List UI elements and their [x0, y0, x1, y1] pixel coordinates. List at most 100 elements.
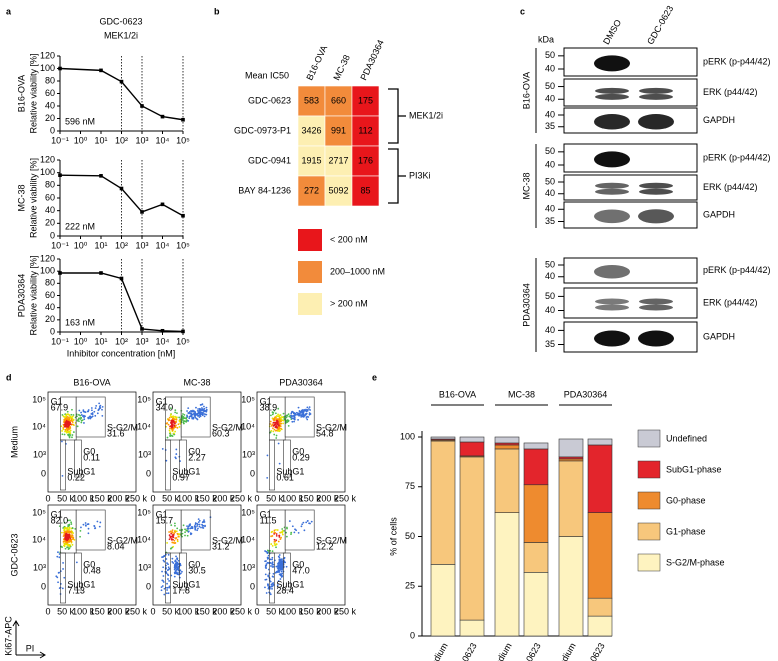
blot-label: pERK (p-p44/42)	[703, 152, 771, 162]
event-dot	[87, 527, 90, 530]
x-tick-label: 10⁻¹	[51, 240, 69, 250]
event-dot	[176, 527, 179, 530]
event-dot	[168, 531, 171, 533]
y-tick-label: 100	[40, 63, 55, 73]
event-dot	[265, 560, 267, 562]
event-dot	[169, 425, 171, 428]
event-dot	[281, 533, 284, 536]
event-dot	[166, 436, 169, 439]
event-dot	[187, 407, 190, 410]
event-dot	[203, 409, 206, 412]
event-dot	[80, 417, 83, 419]
event-dot	[87, 409, 90, 411]
marker-label: 40	[545, 204, 555, 214]
event-dot	[60, 545, 63, 548]
event-dot	[267, 583, 269, 586]
event-dot	[300, 414, 303, 417]
event-dot	[272, 421, 275, 424]
event-dot	[275, 419, 278, 422]
event-dot	[169, 434, 172, 437]
y-tick-label: 0	[250, 468, 255, 478]
event-dot	[70, 536, 72, 538]
event-dot	[66, 540, 69, 543]
event-dot	[173, 532, 176, 535]
y-tick-label: 10³	[242, 562, 255, 572]
event-dot	[162, 581, 165, 583]
y-tick-label: 50	[405, 531, 415, 541]
event-dot	[271, 413, 274, 416]
event-dot	[175, 530, 178, 533]
event-dot	[179, 569, 182, 572]
heatmap-cell	[351, 175, 380, 207]
event-dot	[280, 417, 282, 419]
event-dot	[194, 413, 196, 416]
x-tick-label: 10⁵	[176, 336, 190, 346]
event-dot	[171, 429, 174, 431]
x-tick-label: 250 k	[334, 606, 357, 616]
x-tick-label: 10²	[115, 336, 128, 346]
y-tick-label: 10⁴	[241, 534, 255, 544]
blot-frame	[563, 321, 698, 353]
event-dot	[169, 536, 172, 539]
event-dot	[277, 407, 280, 410]
marker-label: 50	[545, 259, 555, 269]
event-dot	[184, 417, 186, 420]
gate-name: S-G2/M	[212, 535, 243, 545]
column-label: B16-OVA	[304, 44, 329, 82]
event-dot	[304, 409, 307, 412]
event-dot	[68, 539, 71, 541]
event-dot	[294, 412, 296, 415]
event-dot	[205, 410, 208, 413]
event-dot	[194, 523, 197, 526]
event-dot	[176, 567, 179, 570]
event-dot	[67, 536, 70, 539]
y-tick-label: 10⁴	[137, 421, 151, 431]
event-dot	[172, 427, 175, 429]
y-tick-label: 25	[405, 581, 415, 591]
event-dot	[62, 428, 65, 431]
gate-value: 47.0	[292, 565, 310, 575]
bar-segment	[558, 460, 584, 537]
event-dot	[273, 538, 276, 541]
event-dot	[56, 576, 59, 579]
event-dot	[199, 415, 202, 418]
gate-value: 31.2	[212, 541, 230, 551]
heatmap-cell	[351, 145, 380, 177]
event-dot	[63, 527, 66, 530]
event-dot	[303, 408, 306, 411]
event-dot	[77, 418, 80, 421]
x-tick-label: 200 k	[107, 493, 130, 503]
event-dot	[285, 531, 287, 534]
event-dot	[66, 416, 69, 418]
event-dot	[266, 454, 269, 457]
x-tick-label: 150 k	[90, 493, 113, 503]
y-tick-label: 75	[405, 481, 415, 491]
blot-frame	[563, 174, 698, 201]
gate-name: SubG1	[67, 466, 95, 476]
event-dot	[310, 520, 313, 523]
event-dot	[271, 417, 274, 420]
y-tick-label: 0	[410, 630, 415, 640]
event-dot	[280, 564, 283, 567]
event-dot	[299, 411, 302, 413]
event-dot	[72, 536, 75, 539]
event-dot	[273, 417, 276, 420]
event-dot	[174, 426, 177, 428]
event-dot	[63, 576, 66, 579]
event-dot	[58, 571, 61, 574]
bar-segment	[523, 484, 549, 543]
event-dot	[201, 521, 204, 524]
event-dot	[83, 418, 86, 421]
cell-value: 176	[358, 155, 373, 165]
event-dot	[68, 427, 71, 430]
event-dot	[280, 576, 283, 578]
event-dot	[165, 422, 168, 425]
event-dot	[280, 574, 283, 577]
event-dot	[293, 414, 296, 417]
data-point	[119, 79, 124, 84]
event-dot	[67, 421, 70, 423]
gate	[179, 552, 187, 591]
event-dot	[196, 412, 199, 415]
event-dot	[274, 571, 277, 574]
event-dot	[82, 523, 85, 526]
